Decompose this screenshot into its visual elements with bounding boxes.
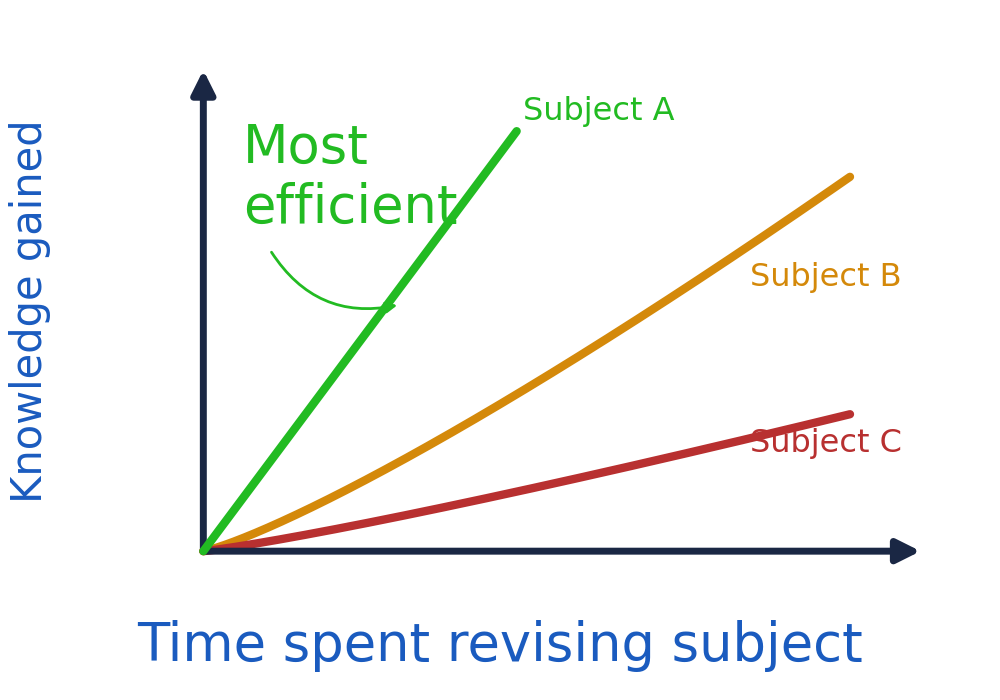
Text: Subject A: Subject A xyxy=(523,96,675,127)
Text: Most
efficient: Most efficient xyxy=(243,122,458,234)
Text: Time spent revising subject: Time spent revising subject xyxy=(137,620,863,672)
Text: Knowledge gained: Knowledge gained xyxy=(9,120,51,503)
Text: Subject B: Subject B xyxy=(750,262,902,293)
Text: Subject C: Subject C xyxy=(750,428,902,459)
